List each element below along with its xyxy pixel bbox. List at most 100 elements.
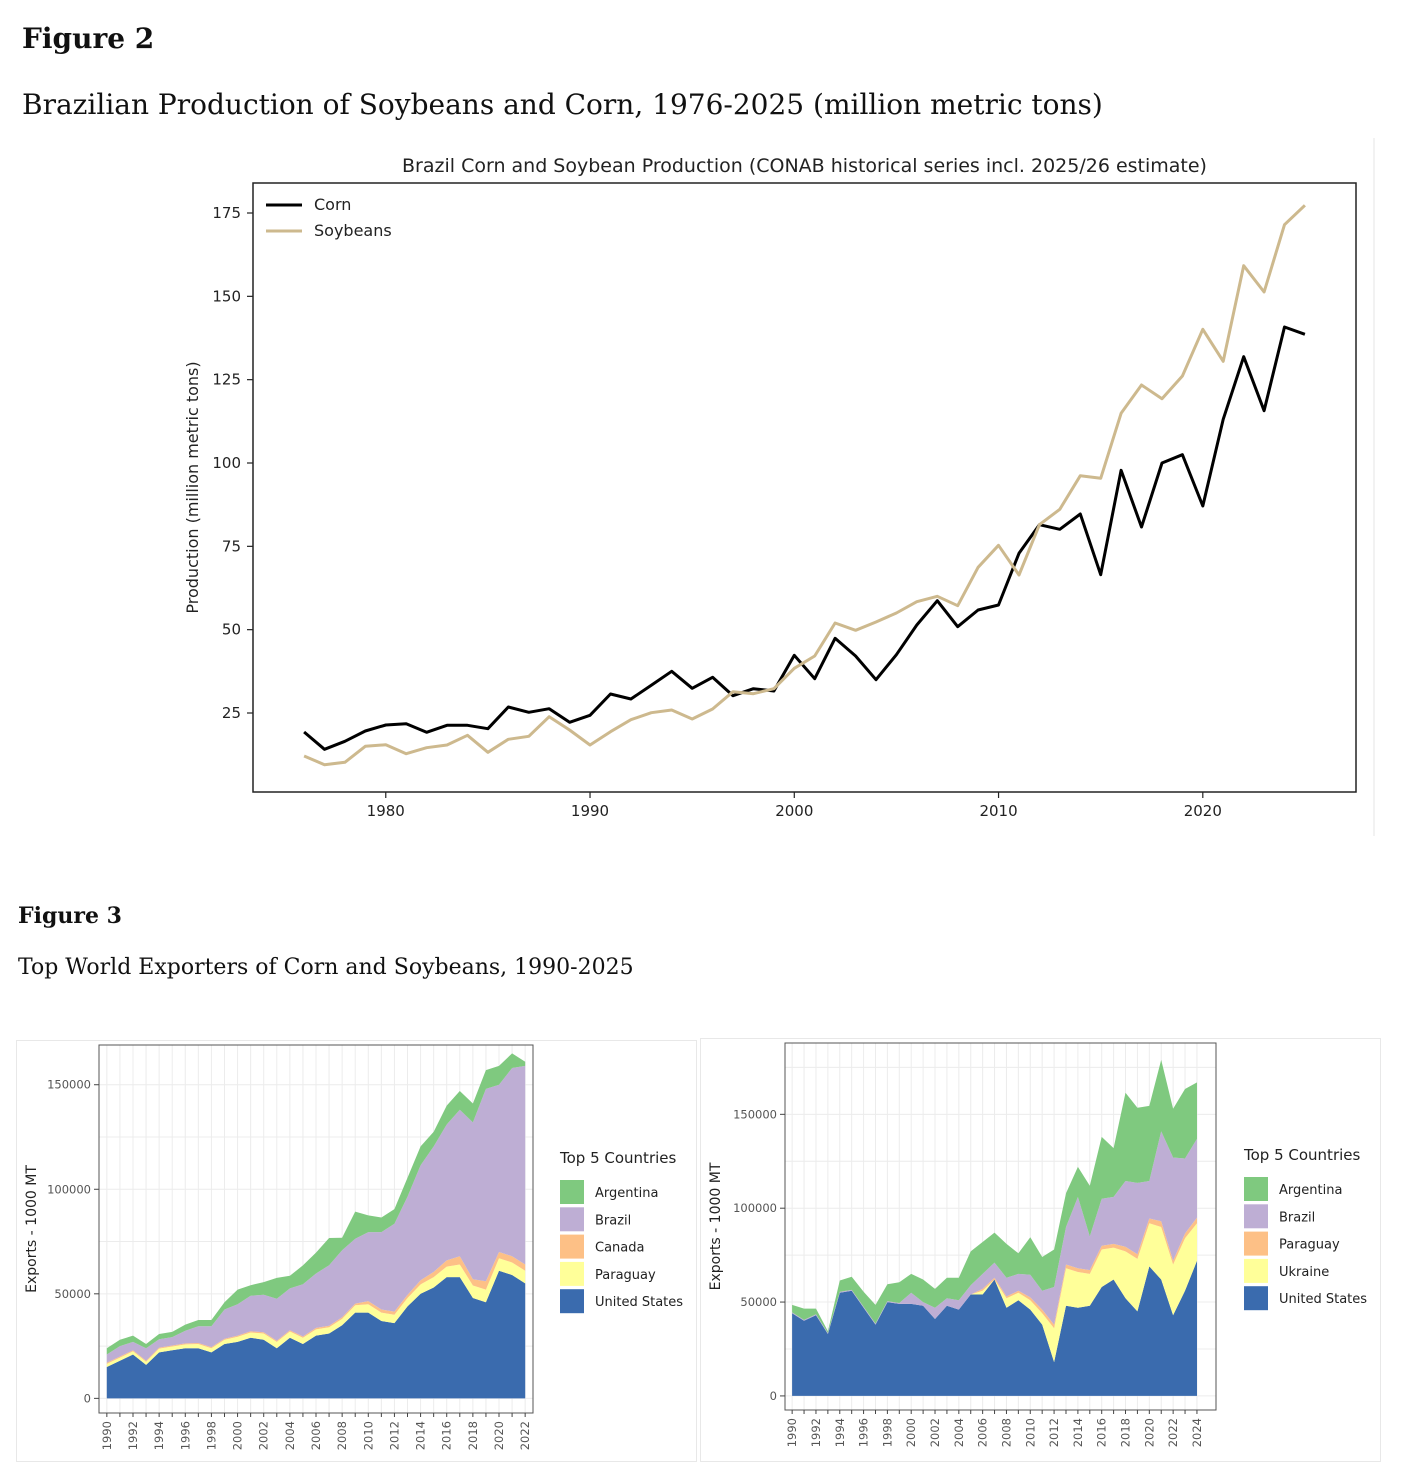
legend-title: Top 5 Countries bbox=[559, 1149, 677, 1167]
x-tick-label: 2022 bbox=[1166, 1418, 1180, 1447]
x-tick-label: 2016 bbox=[440, 1421, 454, 1450]
x-tick-label: 2010 bbox=[1023, 1418, 1037, 1447]
y-tick-label: 100000 bbox=[733, 1201, 777, 1215]
y-tick-label: 25 bbox=[222, 704, 241, 722]
x-tick-label: 2010 bbox=[361, 1421, 375, 1450]
x-tick-label: 2000 bbox=[904, 1418, 918, 1447]
brazil-area bbox=[106, 1065, 526, 1363]
legend-label-paraguay: Paraguay bbox=[595, 1268, 656, 1283]
y-tick-label: 150 bbox=[212, 287, 241, 305]
y-tick-label: 50000 bbox=[54, 1287, 91, 1301]
legend-swatch-brazil bbox=[560, 1207, 584, 1232]
y-tick-label: 150000 bbox=[47, 1078, 91, 1092]
legend-label-ukraine: Ukraine bbox=[1279, 1265, 1329, 1280]
x-tick-label: 2008 bbox=[999, 1418, 1013, 1447]
soybean-exporters-area-chart: 0 50000 100000 150000 1990 1992 1994 1996 1998 20… bbox=[700, 1038, 1381, 1462]
legend-swatch-united-states bbox=[1244, 1286, 1268, 1311]
x-tick-label: 2002 bbox=[928, 1418, 942, 1447]
paraguay-area bbox=[106, 1258, 526, 1367]
legend-label-brazil: Brazil bbox=[1279, 1210, 1315, 1225]
y-tick-label: 125 bbox=[212, 371, 241, 389]
figure-3-caption: Top World Exporters of Corn and Soybeans… bbox=[18, 955, 634, 980]
x-tick-label: 1996 bbox=[857, 1418, 871, 1447]
x-tick-label: 1990 bbox=[100, 1421, 114, 1450]
legend-label-canada: Canada bbox=[595, 1241, 644, 1256]
figure-border bbox=[700, 1038, 1381, 1462]
x-tick-label: 2014 bbox=[414, 1421, 428, 1450]
legend-swatch-paraguay bbox=[560, 1261, 584, 1286]
legend-swatch-canada bbox=[560, 1234, 584, 1259]
x-tick-label: 2012 bbox=[1047, 1418, 1061, 1447]
united-states-area bbox=[106, 1270, 526, 1399]
x-tick-label: 2008 bbox=[335, 1421, 349, 1450]
x-tick-label: 2020 bbox=[1142, 1418, 1156, 1447]
argentina-area bbox=[106, 1053, 526, 1355]
plot-frame bbox=[784, 1042, 1217, 1411]
corn-soybean-production-line-chart: Brazil Corn and Soybean Production (CONA… bbox=[183, 138, 1375, 836]
x-tick-label: 2022 bbox=[518, 1421, 532, 1450]
x-tick-label: 1990 bbox=[785, 1418, 799, 1447]
y-tick-label: 0 bbox=[84, 1391, 91, 1405]
x-tick-label: 1994 bbox=[833, 1418, 847, 1447]
y-tick-label: 175 bbox=[212, 204, 241, 222]
legend-label-united-states: United States bbox=[1279, 1292, 1367, 1307]
legend-label-soybeans: Soybeans bbox=[314, 221, 392, 240]
figure-border bbox=[16, 1040, 697, 1462]
brazil-area bbox=[792, 1131, 1197, 1334]
legend-swatch-ukraine bbox=[1244, 1258, 1268, 1283]
corn-series-line bbox=[303, 325, 1306, 751]
x-tick-label: 2012 bbox=[387, 1421, 401, 1450]
x-tick-label: 1992 bbox=[126, 1421, 140, 1450]
x-tick-label: 2014 bbox=[1071, 1418, 1085, 1447]
legend-label-brazil: Brazil bbox=[595, 1213, 631, 1228]
y-tick-label: 75 bbox=[222, 537, 241, 555]
y-tick-label: 150000 bbox=[733, 1107, 777, 1121]
x-tick-label: 2002 bbox=[257, 1421, 271, 1450]
argentina-area bbox=[792, 1059, 1197, 1333]
x-tick-label: 1990 bbox=[571, 802, 609, 820]
y-axis-label: Exports - 1000 MT bbox=[24, 1165, 40, 1293]
y-tick-label: 50000 bbox=[740, 1295, 777, 1309]
y-tick-label: 100 bbox=[212, 454, 241, 472]
legend-swatch-united-states bbox=[560, 1289, 584, 1314]
x-tick-label: 2006 bbox=[976, 1418, 990, 1447]
legend-swatch-argentina bbox=[1244, 1177, 1268, 1201]
x-tick-label: 2006 bbox=[309, 1421, 323, 1450]
y-tick-label: 0 bbox=[770, 1389, 777, 1403]
legend-label-argentina: Argentina bbox=[595, 1186, 658, 1201]
x-tick-label: 1998 bbox=[880, 1418, 894, 1447]
soybeans-series-line bbox=[303, 204, 1306, 767]
x-tick-label: 2000 bbox=[231, 1421, 245, 1450]
chart-title: Brazil Corn and Soybean Production (CONA… bbox=[402, 155, 1207, 177]
united-states-area bbox=[792, 1260, 1197, 1396]
y-tick-label: 50 bbox=[222, 621, 241, 639]
figure-3-label: Figure 3 bbox=[18, 903, 122, 929]
legend-swatch-brazil bbox=[1244, 1204, 1268, 1229]
x-tick-label: 2020 bbox=[492, 1421, 506, 1450]
figure-2-caption: Brazilian Production of Soybeans and Cor… bbox=[22, 88, 1103, 121]
y-axis-label: Production (million metric tons) bbox=[183, 361, 202, 613]
legend-label-argentina: Argentina bbox=[1279, 1183, 1342, 1198]
x-tick-label: 1980 bbox=[367, 802, 405, 820]
x-tick-label: 2020 bbox=[1184, 802, 1222, 820]
x-tick-label: 2016 bbox=[1095, 1418, 1109, 1447]
x-tick-label: 2000 bbox=[775, 802, 813, 820]
x-tick-label: 2018 bbox=[1119, 1418, 1133, 1447]
x-tick-label: 1996 bbox=[178, 1421, 192, 1450]
x-tick-label: 2010 bbox=[979, 802, 1017, 820]
legend-swatch-paraguay bbox=[1244, 1231, 1268, 1256]
x-tick-label: 1998 bbox=[204, 1421, 218, 1450]
corn-exporters-area-chart: 0 50000 100000 150000 1990 1992 1994 1996 1998 20… bbox=[16, 1040, 697, 1462]
x-tick-label: 1994 bbox=[152, 1421, 166, 1450]
x-tick-label: 2004 bbox=[952, 1418, 966, 1447]
legend-swatch-argentina bbox=[560, 1180, 584, 1204]
figure-2-label: Figure 2 bbox=[22, 22, 155, 55]
x-tick-label: 2018 bbox=[466, 1421, 480, 1450]
legend-label-united-states: United States bbox=[595, 1295, 683, 1310]
y-axis-label: Exports - 1000 MT bbox=[708, 1162, 724, 1290]
x-tick-label: 1992 bbox=[809, 1418, 823, 1447]
x-tick-label: 2024 bbox=[1190, 1418, 1204, 1447]
legend-label-paraguay: Paraguay bbox=[1279, 1238, 1340, 1253]
ukraine-area bbox=[792, 1223, 1197, 1363]
y-tick-label: 100000 bbox=[47, 1182, 91, 1196]
